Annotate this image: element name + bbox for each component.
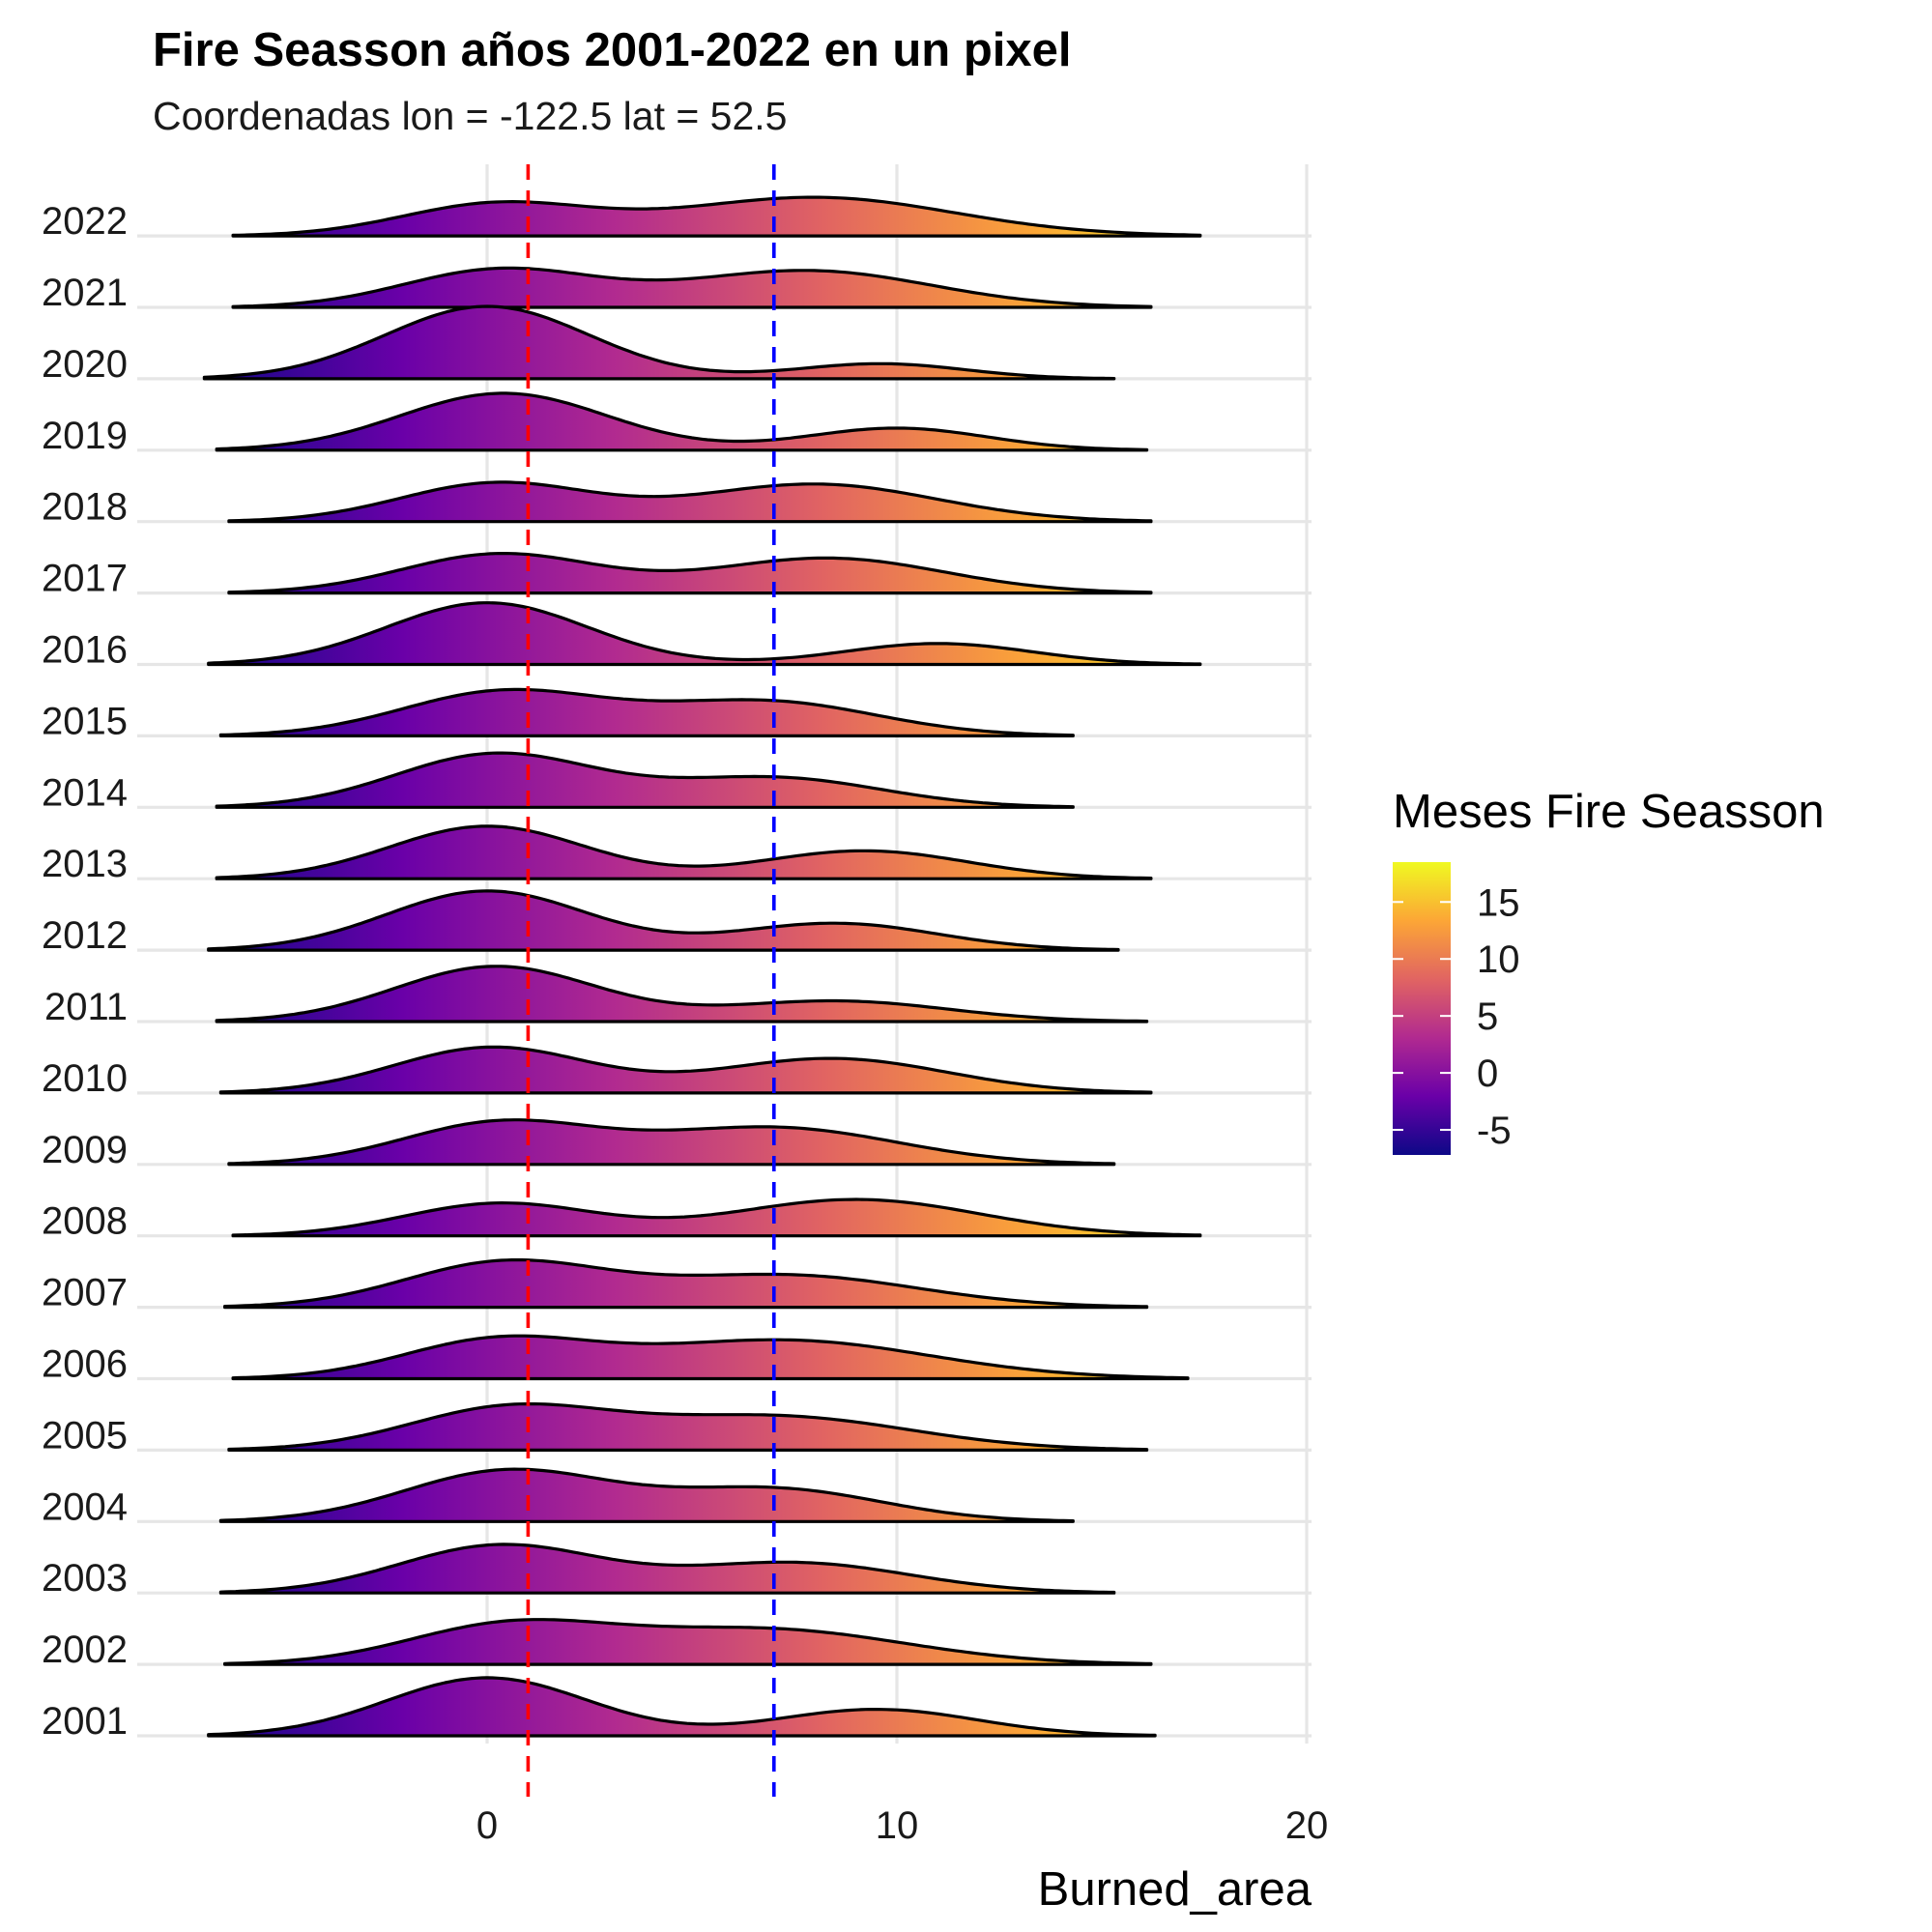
ridges: [202, 195, 1202, 1738]
ridge-2002: [223, 1618, 1153, 1666]
y-axis-ticks: 2001 2002 2003 2004 2005 2006 2007 2008 2009 2010…: [42, 200, 128, 1743]
x-axis-ticks: 0 10 20: [476, 1804, 1328, 1847]
ridge-2007: [223, 1258, 1149, 1310]
ridge-2008: [231, 1197, 1202, 1238]
y-tick-label: 2003: [42, 1557, 128, 1600]
legend-tick-label: 0: [1477, 1053, 1498, 1095]
y-tick-label: 2004: [42, 1485, 128, 1528]
ridge-2014: [215, 751, 1075, 809]
ridge-2005: [227, 1402, 1149, 1452]
ridge-2001: [207, 1676, 1157, 1738]
legend-tick-label: -5: [1477, 1110, 1512, 1152]
y-tick-label: 2021: [42, 272, 128, 314]
y-tick-label: 2015: [42, 700, 128, 742]
y-tick-label: 2016: [42, 629, 128, 672]
y-tick-label: 2012: [42, 914, 128, 957]
x-tick-label: 10: [876, 1804, 919, 1847]
y-tick-label: 2022: [42, 200, 128, 243]
ridge-2006: [231, 1334, 1190, 1381]
legend: Meses Fire Seasson 15 10 5 0 -5: [1393, 786, 1825, 1155]
chart-title: Fire Seasson años 2001-2022 en un pixel: [153, 24, 1072, 76]
legend-tick-label: 15: [1477, 881, 1520, 924]
ridge-2004: [218, 1467, 1075, 1523]
ridge-2017: [227, 552, 1153, 595]
chart-subtitle: Coordenadas lon = -122.5 lat = 52.5: [153, 94, 787, 138]
y-tick-label: 2010: [42, 1057, 128, 1100]
y-tick-label: 2002: [42, 1629, 128, 1671]
y-tick-label: 2014: [42, 771, 128, 814]
y-tick-label: 2008: [42, 1200, 128, 1243]
legend-tick-label: 5: [1477, 995, 1498, 1038]
ridge-2011: [215, 965, 1149, 1024]
ridge-2010: [218, 1045, 1153, 1095]
y-tick-label: 2013: [42, 843, 128, 885]
ridge-2016: [207, 601, 1202, 667]
y-tick-label: 2018: [42, 486, 128, 529]
x-tick-label: 20: [1285, 1804, 1329, 1847]
ridge-2013: [215, 824, 1153, 880]
ridge-2018: [227, 480, 1153, 524]
y-tick-label: 2020: [42, 343, 128, 386]
ridge-2012: [207, 889, 1120, 952]
y-tick-label: 2005: [42, 1414, 128, 1456]
ridge-2015: [218, 687, 1075, 737]
reference-lines: [526, 164, 776, 1797]
y-tick-label: 2001: [42, 1700, 128, 1743]
legend-ticks: 15 10 5 0 -5: [1393, 881, 1520, 1152]
y-tick-label: 2019: [42, 415, 128, 457]
legend-title: Meses Fire Seasson: [1393, 786, 1825, 838]
ridge-2003: [218, 1543, 1116, 1595]
ridge-2019: [215, 391, 1149, 452]
ridge-2021: [231, 266, 1153, 309]
y-tick-label: 2006: [42, 1343, 128, 1386]
y-tick-label: 2011: [44, 986, 128, 1028]
legend-tick-label: 10: [1477, 938, 1520, 981]
x-tick-label: 0: [476, 1804, 498, 1847]
ridge-2020: [202, 304, 1116, 381]
ridge-2022: [231, 195, 1202, 238]
ridge-2009: [227, 1118, 1116, 1167]
x-axis-title: Burned_area: [1038, 1863, 1312, 1916]
legend-colorbar: [1393, 862, 1451, 1155]
y-tick-label: 2017: [42, 558, 128, 600]
y-tick-label: 2007: [42, 1272, 128, 1314]
y-tick-label: 2009: [42, 1129, 128, 1171]
